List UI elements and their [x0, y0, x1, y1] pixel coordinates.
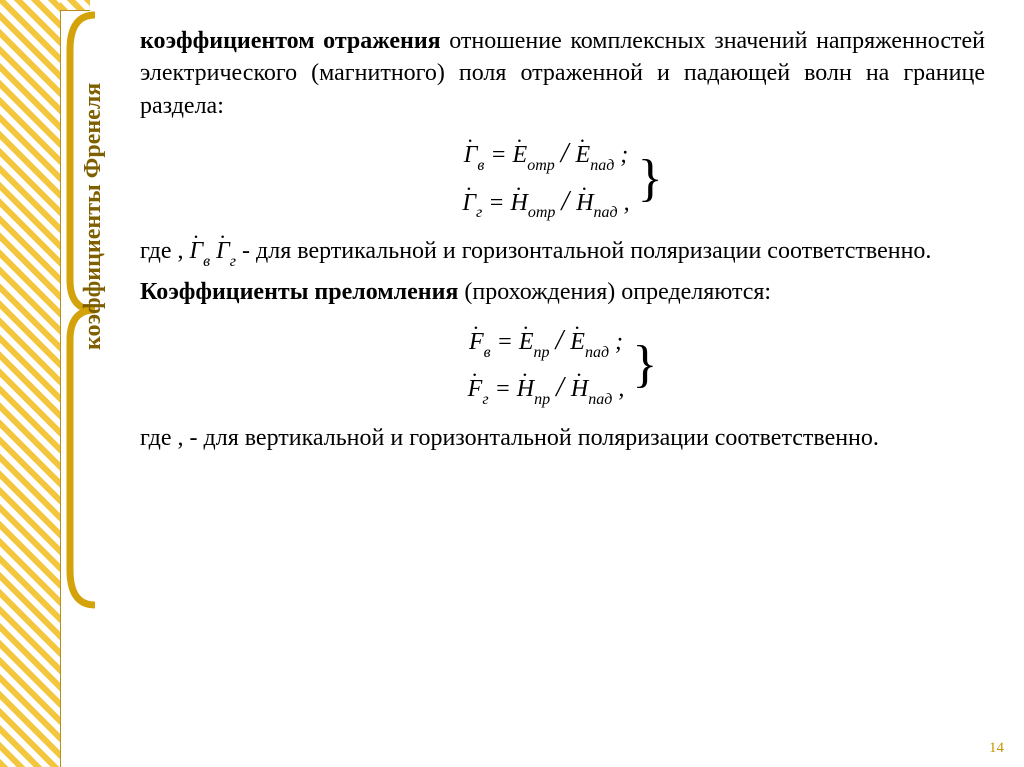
- equals-3: =: [497, 329, 519, 355]
- formula-1-line-2: Γг = Hотр / Hпад ,: [462, 183, 629, 222]
- f-v-symbol: F: [469, 326, 484, 358]
- h-pad2-sub: пад: [588, 391, 612, 408]
- inline-gamma-v: Γ: [190, 235, 204, 267]
- h-otr-sub: отр: [528, 204, 556, 221]
- semicolon-2: ;: [615, 329, 623, 355]
- gamma-g-symbol: Γ: [462, 187, 476, 219]
- para3-rest: (прохождения) определяются:: [458, 279, 771, 305]
- curly-brace-icon: }: [638, 158, 663, 200]
- term-reflection-coeff: коэффициентом отражения: [140, 28, 441, 54]
- equals-4: =: [495, 376, 517, 402]
- slash-3: /: [555, 325, 570, 356]
- f-g-symbol: F: [468, 373, 483, 405]
- f-g-sub: г: [482, 391, 488, 408]
- content-area: коэффициентом отражения отношение компле…: [140, 25, 985, 454]
- gamma-v-symbol: Γ: [464, 139, 478, 171]
- page-number: 14: [989, 740, 1004, 757]
- paragraph-1: коэффициентом отражения отношение компле…: [140, 25, 985, 122]
- formula-1-line-1: Γв = Eотр / Eпад ;: [464, 135, 629, 174]
- e-pad2-sub: пад: [585, 344, 609, 361]
- semicolon-1: ;: [620, 142, 628, 168]
- para2-pre: где ,: [140, 238, 190, 264]
- pattern-border-left: [0, 0, 61, 767]
- slash-2: /: [561, 186, 576, 217]
- e-pad-sub: пад: [590, 157, 614, 174]
- formula-block-1: Γв = Eотр / Eпад ; Γг = Hотр / Hпад: [140, 134, 985, 223]
- curly-brace-icon-2: }: [632, 344, 657, 386]
- side-title: коэффициенты Френеля: [80, 83, 107, 350]
- gamma-g-sub: г: [476, 204, 482, 221]
- comma-2: ,: [618, 376, 624, 402]
- inline-gamma-g: Γ: [216, 235, 230, 267]
- gamma-v-sub: в: [477, 157, 484, 174]
- term-refraction-coeff: Коэффициенты преломления: [140, 279, 458, 305]
- para2-post: - для вертикальной и горизонтальной поля…: [242, 238, 931, 264]
- paragraph-3: Коэффициенты преломления (прохождения) о…: [140, 276, 985, 308]
- h-pr-sub: пр: [534, 391, 550, 408]
- equals-2: =: [488, 190, 510, 216]
- h-pad-symbol: H: [576, 187, 593, 219]
- e-otr-symbol: E: [513, 139, 528, 171]
- h-pad-sub: пад: [594, 204, 618, 221]
- e-otr-sub: отр: [527, 157, 555, 174]
- equals-1: =: [490, 142, 512, 168]
- formula-2-line-1: Fв = Eпр / Eпад ;: [469, 322, 623, 361]
- formula-block-2: Fв = Eпр / Eпад ; Fг = Hпр / Hпад: [140, 321, 985, 410]
- slide-root: коэффициенты Френеля коэффициентом отраж…: [0, 0, 1024, 767]
- comma-1: ,: [624, 190, 630, 216]
- f-v-sub: в: [484, 344, 491, 361]
- e-pr-symbol: E: [519, 326, 534, 358]
- h-pad2-symbol: H: [571, 373, 588, 405]
- formula-2-line-2: Fг = Hпр / Hпад ,: [468, 369, 625, 408]
- inline-gamma-g-sub: г: [230, 253, 236, 270]
- slash-1: /: [561, 138, 576, 169]
- e-pr-sub: пр: [533, 344, 549, 361]
- h-otr-symbol: H: [511, 187, 528, 219]
- e-pad-symbol: E: [576, 139, 591, 171]
- slash-4: /: [556, 372, 571, 403]
- inline-gamma-v-sub: в: [203, 253, 210, 270]
- paragraph-2: где , Γв Γг - для вертикальной и горизон…: [140, 235, 985, 270]
- e-pad2-symbol: E: [570, 326, 585, 358]
- paragraph-4: где , - для вертикальной и горизонтально…: [140, 422, 985, 454]
- h-pr-symbol: H: [517, 373, 534, 405]
